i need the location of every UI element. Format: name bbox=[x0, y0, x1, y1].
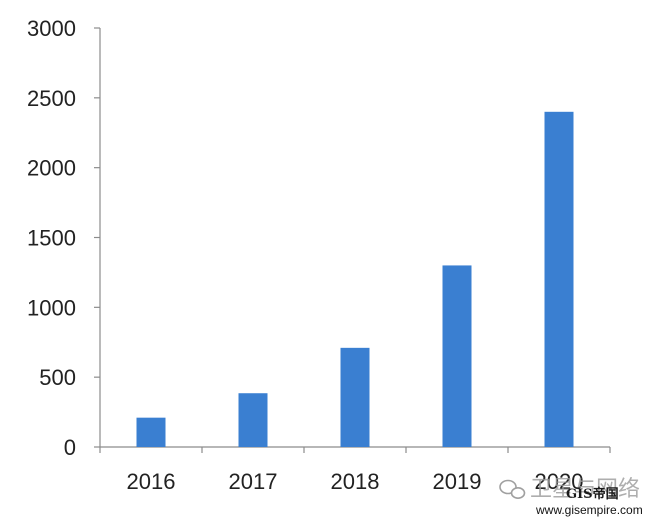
watermark: 卫星与网络 GIS帝国 www.gisempire.com bbox=[499, 477, 643, 517]
x-tick-label-2020: 2020 bbox=[535, 469, 584, 494]
y-tick-label-1500: 1500 bbox=[27, 226, 76, 251]
watermark-text: 卫星与网络 bbox=[530, 477, 640, 502]
y-tick-label-0: 0 bbox=[64, 435, 76, 460]
watermark-url: www.gisempire.com bbox=[535, 503, 643, 517]
x-axis bbox=[99, 446, 611, 453]
x-tick-label-2019: 2019 bbox=[433, 469, 482, 494]
bars bbox=[136, 111, 574, 448]
bar-2016 bbox=[136, 417, 166, 447]
x-tick-label-2018: 2018 bbox=[331, 469, 380, 494]
y-tick-label-2000: 2000 bbox=[27, 156, 76, 181]
y-tick-label-2500: 2500 bbox=[27, 86, 76, 111]
y-tick-label-500: 500 bbox=[39, 365, 76, 390]
x-tick-label-2017: 2017 bbox=[229, 469, 278, 494]
y-axis bbox=[94, 27, 101, 448]
y-tick-label-3000: 3000 bbox=[27, 16, 76, 41]
bar-2018 bbox=[340, 347, 370, 447]
wechat-icon bbox=[499, 479, 526, 499]
x-tick-label-2016: 2016 bbox=[127, 469, 176, 494]
y-tick-labels: 0 500 1000 1500 2000 2500 3000 bbox=[27, 16, 76, 460]
x-tick-labels: 2016 2017 2018 2019 2020 bbox=[127, 469, 584, 494]
watermark-brand: GIS帝国 bbox=[566, 486, 619, 502]
bar-2020 bbox=[544, 111, 574, 448]
y-tick-label-1000: 1000 bbox=[27, 295, 76, 320]
bar-2017 bbox=[238, 393, 268, 447]
bar-2019 bbox=[442, 265, 472, 447]
